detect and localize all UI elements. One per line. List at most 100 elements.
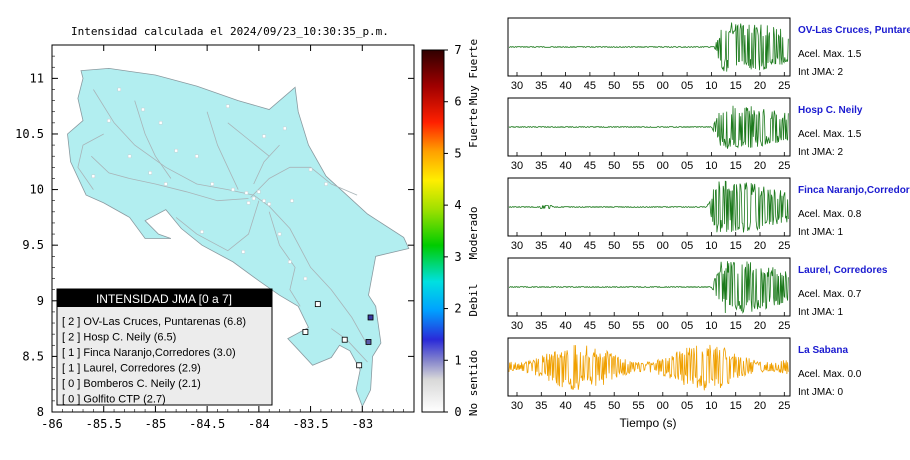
waveform-tick-label: 10 xyxy=(705,240,717,252)
y-tick-label: 10 xyxy=(30,183,44,197)
legend-item: [ 1 ] Finca Naranjo,Corredores (3.0) xyxy=(62,347,236,359)
road-4 xyxy=(134,100,172,179)
town-markers xyxy=(91,87,328,281)
x-tick-label: -84 xyxy=(248,417,270,431)
road-3 xyxy=(206,111,239,190)
road-network xyxy=(77,89,368,363)
waveform-tick-label: 45 xyxy=(584,160,596,172)
waveform-int-jma: Int JMA: 0 xyxy=(798,387,843,398)
waveform-tick-label: 20 xyxy=(754,400,766,412)
colorbar-tick-label: 4 xyxy=(454,198,461,212)
waveform-tick-label: 55 xyxy=(632,80,644,92)
waveform-tick-label: 40 xyxy=(559,400,571,412)
x-tick-label: -84.5 xyxy=(189,417,225,431)
legend-item: [ 0 ] Golfito CTP (2.7) xyxy=(62,394,166,406)
town-marker xyxy=(324,182,328,186)
waveform-tick-label: 05 xyxy=(681,320,693,332)
waveform-tick-label: 10 xyxy=(705,160,717,172)
colorbar-label: Muy Fuerte xyxy=(467,39,480,105)
town-marker xyxy=(91,174,96,178)
waveform-trace xyxy=(509,22,789,72)
waveform-accel-max: Acel. Max. 1.5 xyxy=(798,129,862,140)
legend-item: [ 2 ] Hosp C. Neily (6.5) xyxy=(62,332,176,344)
road-10 xyxy=(331,328,368,363)
waveform-tick-label: 35 xyxy=(535,320,547,332)
waveform-tick-label: 15 xyxy=(730,320,742,332)
colorbar-label: Debil xyxy=(467,283,480,316)
colorbar-tick-label: 0 xyxy=(454,405,461,419)
legend-item: [ 0 ] Bomberos C. Neily (2.1) xyxy=(62,378,201,390)
colorbar-tick-label: 7 xyxy=(454,43,461,57)
waveform-tick-label: 45 xyxy=(584,320,596,332)
waveform-tick-label: 55 xyxy=(632,320,644,332)
road-7 xyxy=(253,144,280,185)
waveform-tick-label: 15 xyxy=(730,160,742,172)
waveform-trace xyxy=(508,180,789,233)
waveform-tick-label: 25 xyxy=(778,160,790,172)
map-frame xyxy=(51,44,415,413)
town-marker xyxy=(290,198,294,203)
waveform-tick-label: 50 xyxy=(608,160,620,172)
waveform-accel-max: Acel. Max. 0.7 xyxy=(798,289,862,300)
waveform-tick-label: 40 xyxy=(559,80,571,92)
station-marker xyxy=(314,301,321,308)
colorbar-label: No sentido xyxy=(467,350,480,416)
waveform-int-jma: Int JMA: 2 xyxy=(798,147,843,158)
town-marker xyxy=(141,107,145,112)
waveform-tick-label: 40 xyxy=(559,240,571,252)
station-marker xyxy=(341,336,348,343)
town-marker xyxy=(195,154,199,158)
waveform-int-jma: Int JMA: 1 xyxy=(798,227,843,238)
x-tick-label: -85 xyxy=(145,417,167,431)
colorbar-label: Moderado xyxy=(467,207,480,260)
colorbar-tick-label: 2 xyxy=(454,302,461,316)
waveform-tick-label: 25 xyxy=(778,80,790,92)
station-marker xyxy=(365,339,372,345)
town-marker xyxy=(226,104,230,108)
waveform-tick-label: 05 xyxy=(681,400,693,412)
station-marker xyxy=(367,314,374,321)
waveform-tick-label: 00 xyxy=(657,80,669,92)
road-5 xyxy=(175,200,260,252)
waveform-panel: 30 35 40 45 50 55 00 05 10 15 20 25 Hosp C. Neily Ace… xyxy=(507,97,863,172)
waveform-tick-label: 50 xyxy=(608,320,620,332)
waveform-panel: 30 35 40 45 50 55 00 05 10 15 20 25 Finca Naranjo,Co… xyxy=(507,177,910,252)
waveform-tick-label: 25 xyxy=(778,400,790,412)
waveform-tick-label: 25 xyxy=(778,240,790,252)
colorbar-scale xyxy=(421,49,445,413)
town-marker xyxy=(288,260,292,264)
waveform-tick-label: 30 xyxy=(511,240,523,252)
town-marker xyxy=(303,276,308,281)
waveform-panel: 30 35 40 45 50 55 00 05 10 15 20 25 La Sabana Acel. M… xyxy=(507,337,862,412)
y-tick-label: 11 xyxy=(30,71,44,85)
waveform-tick-label: 05 xyxy=(681,160,693,172)
town-marker xyxy=(251,196,256,201)
road-2 xyxy=(250,166,358,198)
waveform-accel-max: Acel. Max. 0.8 xyxy=(798,209,862,220)
town-marker xyxy=(262,134,266,138)
town-marker xyxy=(210,182,215,186)
map-x-axis: -86 -85.5 -85 -84.5 -84 -83.5 -83 xyxy=(41,45,415,431)
waveform-tick-label: 10 xyxy=(705,320,717,332)
town-marker xyxy=(231,187,235,192)
waveform-tick-label: 00 xyxy=(657,160,669,172)
waveform-station-name: La Sabana xyxy=(798,345,848,356)
waveform-tick-label: 50 xyxy=(608,400,620,412)
colorbar-tick-label: 3 xyxy=(454,250,461,264)
waveform-tick-label: 45 xyxy=(584,400,596,412)
town-marker xyxy=(117,87,121,92)
y-tick-label: 10.5 xyxy=(15,127,44,141)
waveform-panel: 30 35 40 45 50 55 00 05 10 15 20 25 Laurel, Corredor… xyxy=(507,257,888,332)
x-tick-label: -83.5 xyxy=(293,417,329,431)
waveform-tick-label: 35 xyxy=(535,240,547,252)
waveform-accel-max: Acel. Max. 0.0 xyxy=(798,369,862,380)
waveform-tick-label: 50 xyxy=(608,240,620,252)
town-marker xyxy=(200,230,204,234)
waveform-accel-max: Acel. Max. 1.5 xyxy=(798,49,862,60)
town-marker xyxy=(283,126,287,131)
y-tick-label: 8.5 xyxy=(22,349,44,363)
road-8 xyxy=(77,133,104,190)
waveform-tick-label: 05 xyxy=(681,80,693,92)
waveform-panels: 30 35 40 45 50 55 00 05 10 15 20 25 OV-Las Cruces, P… xyxy=(507,17,910,412)
waveform-tick-label: 20 xyxy=(754,320,766,332)
